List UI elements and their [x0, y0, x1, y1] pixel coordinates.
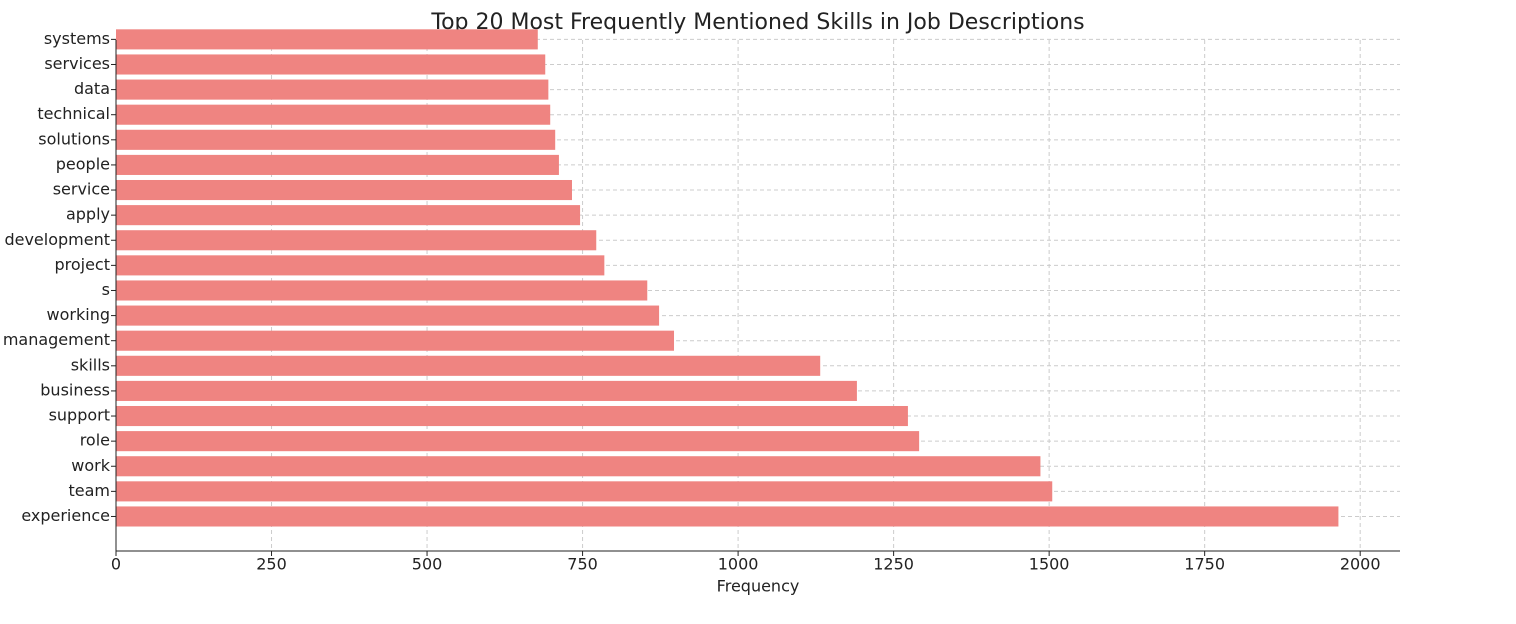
y-tick-label: development [4, 230, 110, 249]
bar [116, 129, 556, 150]
y-tick-label: team [68, 481, 110, 500]
y-tick-label: working [47, 305, 110, 324]
bar [116, 305, 660, 326]
x-tick-label: 0 [111, 555, 121, 574]
x-tick-label: 1000 [718, 555, 759, 574]
x-tick-label: 1250 [873, 555, 914, 574]
y-tick-label: role [80, 431, 110, 450]
x-tick-label: 750 [567, 555, 598, 574]
x-tick-label: 2000 [1340, 555, 1381, 574]
bar [116, 431, 920, 452]
bar [116, 205, 581, 226]
bar [116, 456, 1041, 477]
x-tick-label: 1750 [1184, 555, 1225, 574]
y-tick-label: work [71, 456, 110, 475]
bar [116, 280, 648, 301]
bar [116, 255, 605, 276]
y-tick-label: data [74, 79, 110, 98]
y-tick-label: apply [66, 205, 110, 224]
y-tick-label: systems [44, 29, 110, 48]
x-tick-label: 500 [412, 555, 443, 574]
bar [116, 405, 908, 427]
y-tick-label: support [49, 406, 110, 425]
y-tick-label: s [102, 280, 110, 299]
x-tick-label: 1500 [1029, 555, 1070, 574]
y-tick-label: people [56, 154, 110, 173]
y-tick-label: solutions [38, 129, 110, 148]
y-tick-label: service [53, 180, 110, 199]
x-axis-label: Frequency [717, 577, 800, 596]
bar [116, 54, 546, 75]
bar [116, 104, 551, 125]
bar [116, 330, 675, 351]
bar [116, 154, 559, 175]
y-tick-label: experience [21, 506, 110, 525]
bar [116, 355, 821, 376]
y-tick-label: skills [71, 355, 110, 374]
y-tick-label: project [54, 255, 110, 274]
x-tick-label: 250 [256, 555, 287, 574]
bar [116, 179, 572, 201]
y-tick-label: management [3, 330, 110, 349]
bar [116, 481, 1053, 502]
bar [116, 79, 549, 100]
bar [116, 380, 857, 401]
y-tick-label: business [40, 380, 110, 399]
bar [116, 506, 1339, 527]
bar [116, 230, 597, 251]
chart-title: Top 20 Most Frequently Mentioned Skills … [430, 10, 1084, 35]
y-tick-label: services [44, 54, 110, 73]
y-tick-label: technical [37, 104, 110, 123]
bar [116, 29, 538, 50]
